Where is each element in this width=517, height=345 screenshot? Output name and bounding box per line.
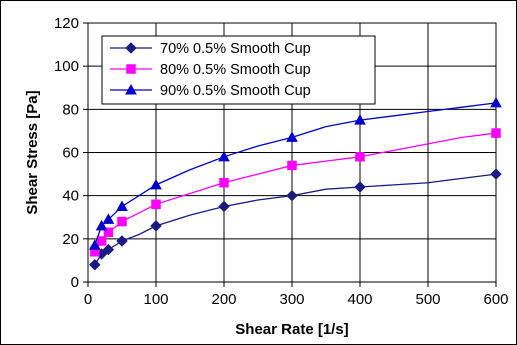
data-point-square [117, 216, 127, 227]
y-tick-label: 60 [62, 145, 79, 162]
series-group [88, 96, 502, 250]
series-line [94, 173, 497, 266]
x-axis-title: Shear Rate [1/s] [235, 321, 348, 338]
data-point-square [219, 177, 229, 188]
x-tick-label: 100 [143, 291, 168, 308]
x-tick-label: 0 [84, 291, 92, 308]
y-tick-label: 120 [54, 15, 79, 32]
data-point-square [126, 64, 136, 74]
legend-label: 80% 0.5% Smooth Cup [160, 62, 311, 78]
data-point-square [151, 199, 161, 210]
data-point-diamond [354, 181, 366, 193]
data-point-triangle [95, 219, 108, 231]
series-group [90, 128, 501, 257]
data-point-triangle [354, 114, 366, 125]
legend: 70% 0.5% Smooth Cup 80% 0.5% Smooth Cup 90… [101, 35, 376, 105]
data-point-triangle [102, 213, 115, 224]
data-point-square [355, 152, 365, 162]
data-point-triangle [116, 200, 128, 211]
x-tick-label: 200 [211, 291, 236, 308]
data-point-square [103, 227, 114, 238]
y-tick-label: 40 [62, 188, 79, 205]
series-layer [88, 96, 502, 271]
data-point-diamond [89, 259, 101, 271]
data-point-triangle [490, 96, 502, 108]
data-point-triangle [218, 150, 230, 162]
x-tick-label: 300 [279, 291, 304, 308]
data-point-diamond [150, 220, 162, 232]
data-point-diamond [490, 168, 502, 180]
legend-label: 90% 0.5% Smooth Cup [160, 83, 311, 99]
data-point-triangle [286, 131, 298, 142]
data-point-triangle [88, 239, 101, 250]
legend-label: 70% 0.5% Smooth Cup [160, 41, 311, 57]
x-axis-ticks: 0 100 200 300 400 500 600 [84, 282, 509, 308]
data-point-diamond [102, 243, 115, 256]
y-tick-label: 0 [71, 274, 79, 291]
y-tick-label: 80 [62, 101, 79, 118]
legend-box [101, 35, 376, 105]
series-line [94, 102, 497, 246]
y-axis-ticks: 0 20 40 60 80 100 120 [54, 15, 88, 291]
data-point-diamond [116, 235, 128, 247]
y-axis-title: Shear Stress [Pa] [24, 90, 41, 214]
series-line [94, 132, 497, 253]
data-point-square [491, 128, 501, 138]
x-tick-label: 500 [415, 291, 440, 308]
data-point-triangle [125, 83, 137, 95]
x-tick-label: 600 [483, 291, 508, 308]
data-point-triangle [150, 178, 162, 190]
x-tick-label: 400 [347, 291, 372, 308]
series-group [89, 168, 502, 271]
data-point-square [287, 160, 297, 171]
data-point-diamond [218, 200, 230, 213]
data-point-square [96, 236, 107, 246]
y-tick-label: 20 [62, 231, 79, 248]
data-point-diamond [125, 42, 137, 54]
y-tick-label: 100 [54, 58, 79, 75]
data-point-diamond [286, 189, 298, 202]
